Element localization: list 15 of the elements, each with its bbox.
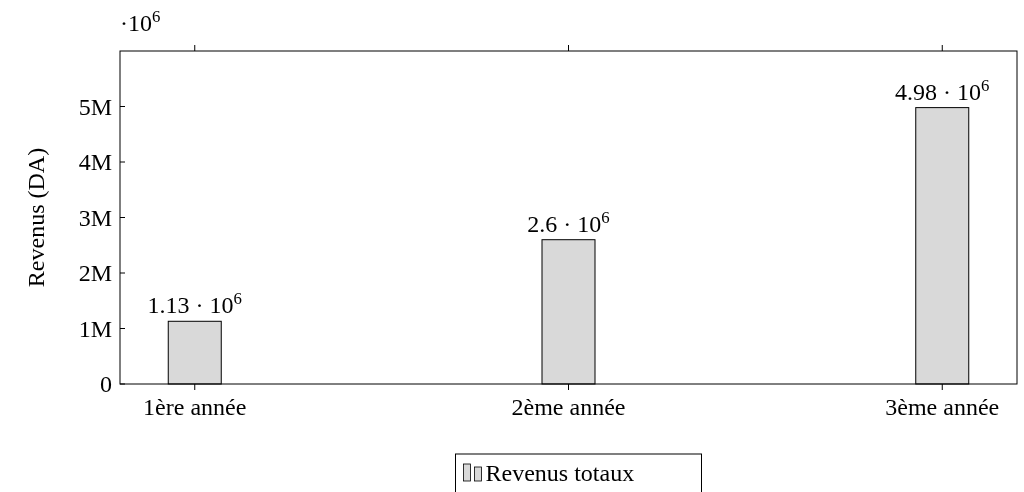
legend-label: Revenus totaux	[485, 460, 635, 486]
y-tick-label: 1M	[78, 315, 112, 342]
x-tick-label: 2ème année	[511, 394, 626, 420]
y-tick-label: 2M	[78, 260, 112, 287]
y-tick-label: 3M	[78, 204, 112, 231]
y-tick-label: 5M	[78, 93, 112, 120]
y-tick-label: 0	[100, 371, 112, 398]
y-axis-title: Revenus (DA)	[23, 147, 49, 288]
y-tick-label: 4M	[78, 149, 112, 176]
x-tick-label: 1ère année	[143, 394, 247, 420]
data-label: 4.98 · 10$^{6}$	[895, 75, 990, 105]
text: ·10$^{6}$	[120, 6, 161, 36]
data-label: 1.13 · 10$^{6}$	[147, 288, 242, 319]
data-label: 2.6 · 10$^{6}$	[527, 207, 610, 237]
x-tick-label: 3ème année	[885, 394, 1000, 420]
